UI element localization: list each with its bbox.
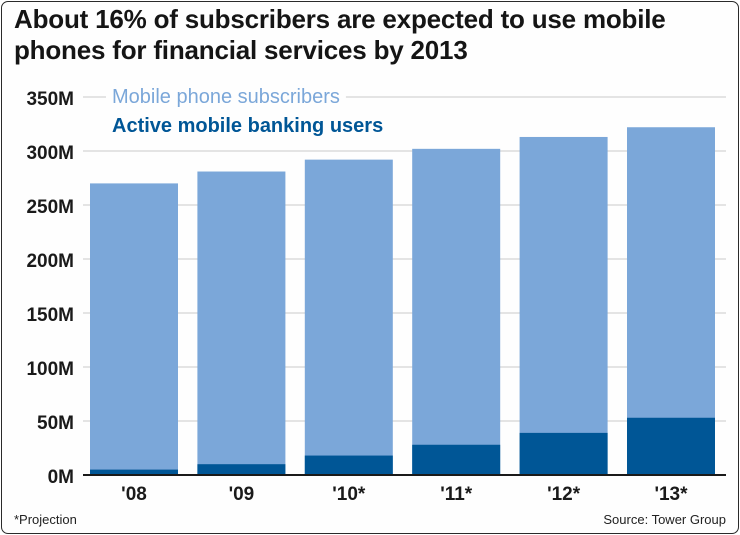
- chart-title: About 16% of subscribers are expected to…: [14, 4, 666, 65]
- legend-backdrop: [106, 85, 346, 109]
- legend: Mobile phone subscribers Active mobile ba…: [106, 85, 383, 137]
- bar-subscribers: [412, 148, 501, 475]
- x-axis: '08 '09 '10* '11* '12* '13*: [121, 484, 688, 505]
- bar-banking-users: [627, 417, 715, 475]
- bar-banking-users: [304, 455, 393, 475]
- bar-subscribers: [197, 171, 286, 475]
- bar-banking-users: [519, 432, 608, 475]
- x-tick-label: '09: [229, 484, 255, 505]
- footnote: *Projection: [14, 512, 77, 527]
- source-note: Source: Tower Group: [603, 512, 726, 527]
- bars: [90, 127, 715, 476]
- y-tick-label: 150M: [26, 305, 74, 326]
- legend-banking-users: Active mobile banking users: [112, 115, 383, 137]
- y-tick-label: 350M: [26, 89, 74, 110]
- x-tick-label: '13*: [654, 484, 688, 505]
- bar-banking-users: [197, 464, 286, 475]
- bar-subscribers: [90, 183, 178, 475]
- x-tick-label: '12*: [547, 484, 581, 505]
- x-tick-label: '08: [121, 484, 147, 505]
- y-tick-label: 0M: [48, 467, 74, 488]
- y-tick-label: 250M: [26, 197, 74, 218]
- y-tick-label: 200M: [26, 251, 74, 272]
- legend-subscribers: Mobile phone subscribers: [112, 86, 340, 108]
- y-axis: 0M 50M 100M 150M 200M 250M 300M 350M: [26, 89, 726, 488]
- bar-subscribers: [304, 159, 393, 475]
- bar-subscribers: [627, 127, 715, 476]
- y-tick-label: 50M: [37, 413, 74, 434]
- bar-banking-users: [412, 444, 501, 475]
- y-tick-label: 100M: [26, 359, 74, 380]
- y-tick-label: 300M: [26, 143, 74, 164]
- x-tick-label: '11*: [440, 484, 473, 505]
- bar-banking-users: [90, 469, 178, 475]
- bar-subscribers: [519, 136, 608, 475]
- x-tick-label: '10*: [332, 484, 366, 505]
